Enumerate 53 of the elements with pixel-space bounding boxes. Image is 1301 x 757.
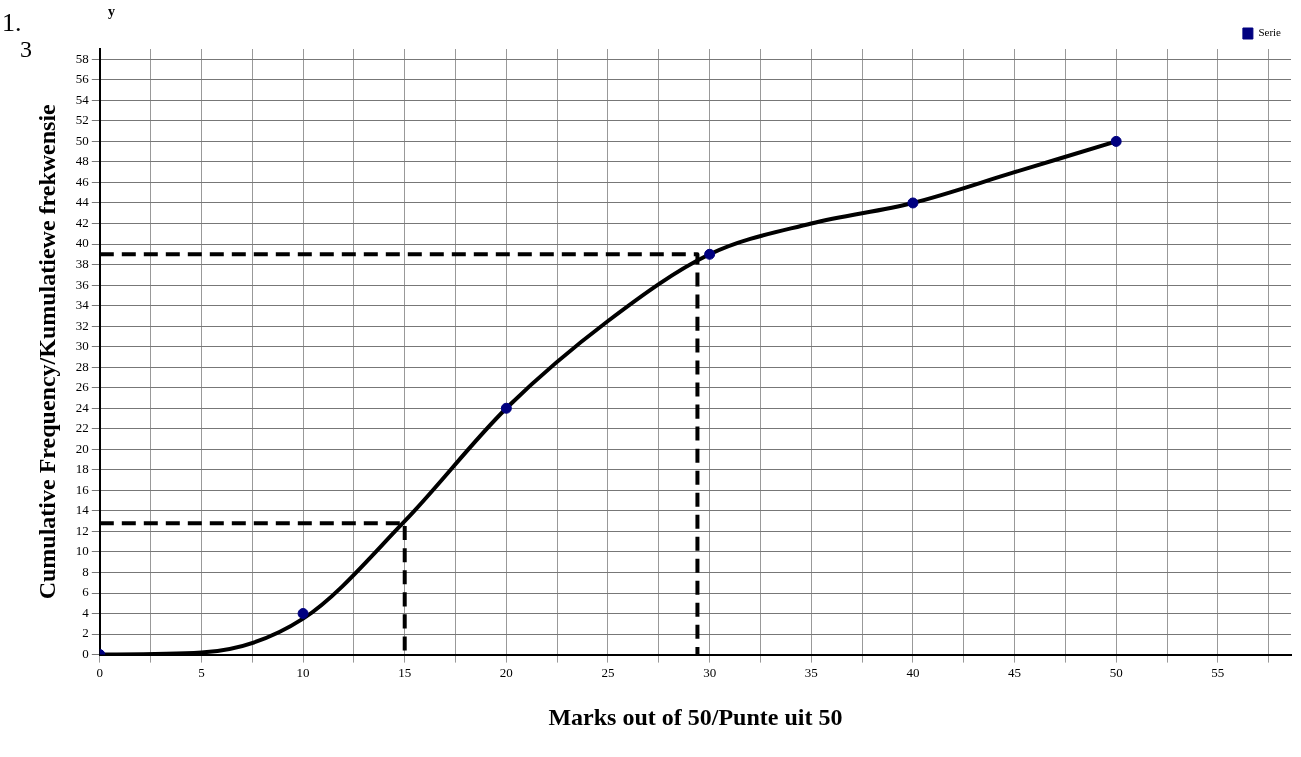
y-tick-label: 14 — [75, 502, 90, 518]
point — [1110, 135, 1122, 147]
x-tick-label: 5 — [198, 664, 205, 680]
x-axis-title: Marks out of 50/Punte uit 50 — [548, 703, 843, 730]
y-tick-label: 28 — [75, 358, 89, 374]
y-tick-label: 26 — [75, 379, 90, 395]
y-tick-label: 58 — [75, 50, 89, 66]
y-tick-label: 18 — [75, 461, 89, 477]
point — [500, 402, 512, 414]
y-tick-label: 50 — [75, 132, 89, 148]
x-tick-label: 40 — [906, 664, 920, 680]
y-tick-label: 34 — [75, 297, 90, 313]
y-tick-label: 0 — [82, 646, 89, 662]
x-tick-label: 45 — [1008, 664, 1022, 680]
point — [907, 197, 919, 209]
y-tick-label: 6 — [82, 584, 90, 600]
x-tick-label: 15 — [398, 664, 412, 680]
y-tick-label: 56 — [75, 71, 90, 87]
y-tick-label: 42 — [75, 214, 89, 230]
y-tick-label: 10 — [75, 543, 89, 559]
legend-label: Serie — [1258, 26, 1282, 39]
y-tick-label: 30 — [75, 338, 89, 354]
y-tick-label: 36 — [75, 276, 90, 292]
y-tick-label: 22 — [75, 420, 89, 436]
x-tick-label: 30 — [703, 664, 717, 680]
text: 3 — [20, 36, 32, 63]
y-tick-label: 40 — [75, 235, 89, 251]
y-tick-label: 24 — [75, 399, 90, 415]
y-tick-label: 20 — [75, 440, 89, 456]
x-tick-label: 50 — [1109, 664, 1123, 680]
x-tick-label: 10 — [296, 664, 310, 680]
y-tick-label: 8 — [82, 563, 89, 579]
y-tick-label: 4 — [82, 604, 90, 620]
y-axis-title: Cumulative Frequency/Kumulatiewe frekwensie — [33, 103, 60, 600]
y-tick-label: 46 — [75, 173, 90, 189]
y-tick-label: 52 — [75, 112, 89, 128]
y-tick-label: 16 — [75, 481, 90, 497]
y-tick-label: 44 — [75, 194, 90, 210]
x-tick-label: 20 — [499, 664, 513, 680]
y-tick-label: 12 — [75, 522, 89, 538]
text: 1. — [2, 8, 22, 38]
point — [704, 248, 716, 260]
x-tick-label: 25 — [601, 664, 615, 680]
y-tick-label: 2 — [82, 625, 89, 641]
x-tick-label: 55 — [1211, 664, 1225, 680]
x-tick-label: 35 — [804, 664, 818, 680]
y-tick-label: 38 — [75, 255, 89, 271]
text: y — [108, 4, 115, 20]
x-tick-label: 0 — [96, 664, 104, 680]
y-tick-label: 48 — [75, 153, 89, 169]
y-tick-label: 54 — [75, 91, 90, 107]
y-tick-label: 32 — [75, 317, 89, 333]
point — [297, 608, 309, 620]
